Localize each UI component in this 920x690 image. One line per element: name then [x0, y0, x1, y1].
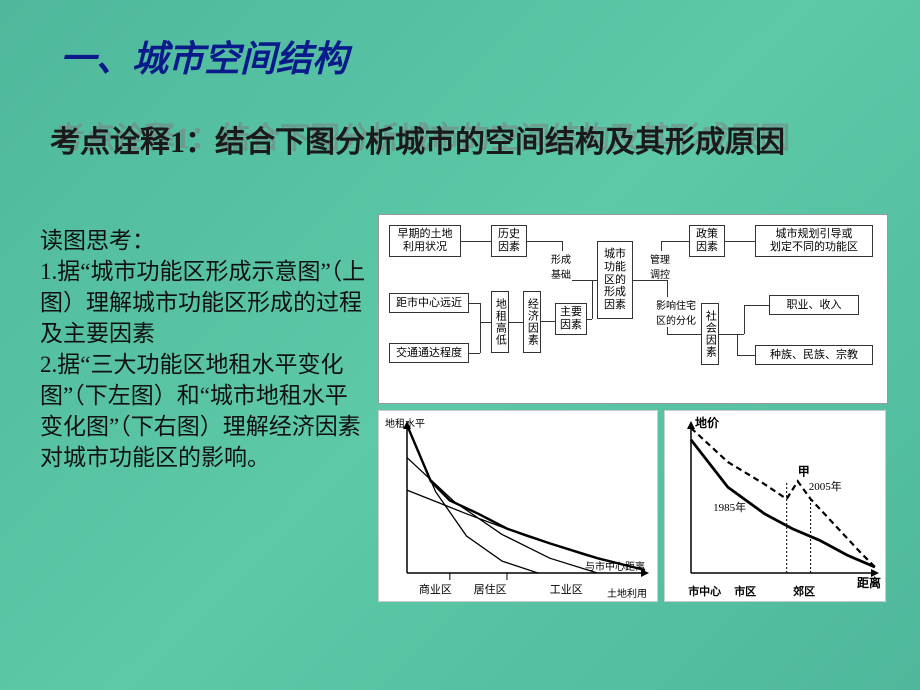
- flow-edge: [480, 322, 491, 323]
- flow-edge: [737, 355, 755, 356]
- flow-edge: [480, 303, 481, 322]
- flow-edge: [541, 321, 555, 322]
- flow-box-b6: 距市中心远近: [389, 293, 469, 313]
- svg-text:市中心: 市中心: [688, 584, 721, 598]
- flow-box-b10: 交通通达程度: [389, 343, 469, 363]
- flow-box-b1: 早期的土地利用状况: [389, 225, 461, 257]
- flow-box-b9: 主要因素: [555, 303, 587, 335]
- svg-text:甲: 甲: [798, 464, 810, 478]
- svg-text:1985年: 1985年: [713, 500, 746, 514]
- body-line: 2.据“三大功能区地租水平变化图”（下左图）和“城市地租水平变化图”（下右图）理…: [40, 352, 361, 470]
- flow-box-b12: 职业、收入: [769, 295, 859, 315]
- flow-box-b3: 城市功能区的形成因素: [597, 241, 633, 319]
- flow-box-b8: 经济因素: [523, 291, 541, 353]
- flow-edge: [725, 241, 755, 242]
- flow-box-b2: 历史因素: [491, 225, 527, 257]
- flow-edge: [633, 280, 667, 281]
- flow-box-b7: 地租高低: [491, 291, 509, 353]
- flow-edge: [469, 353, 480, 354]
- flow-box-b11: 社会因素: [701, 303, 719, 365]
- figures-panel: 早期的土地利用状况历史因素城市功能区的形成因素 政策因素城市规划引导或划定不同的功…: [378, 214, 888, 602]
- svg-text:商业区: 商业区: [419, 582, 452, 596]
- svg-text:居住区: 居住区: [474, 582, 507, 596]
- flow-edge: [667, 334, 701, 335]
- svg-text:工业区: 工业区: [550, 583, 583, 596]
- main-title: 一、城市空间结构: [60, 30, 348, 82]
- body-text: 读图思考： 1.据“城市功能区形成示意图”（上图）理解城市功能区形成的过程及主要因…: [40, 225, 370, 473]
- flow-edge: [744, 305, 745, 334]
- flow-edge-label: 形成基础: [550, 251, 572, 281]
- body-line: 读图思考：: [40, 228, 155, 253]
- flow-edge: [527, 241, 562, 242]
- flowchart-diagram: 早期的土地利用状况历史因素城市功能区的形成因素 政策因素城市规划引导或划定不同的功…: [378, 214, 888, 404]
- flow-edge: [509, 322, 523, 323]
- flow-box-b13: 种族、民族、宗教: [755, 345, 873, 365]
- land-price-chart: 甲 1985年 2005年 地价距离市中心市区 郊区: [664, 410, 886, 602]
- flow-edge: [592, 280, 597, 281]
- flow-edge: [744, 305, 769, 306]
- flow-edge: [469, 303, 480, 304]
- svg-text:市区: 市区: [734, 584, 756, 598]
- svg-text:2005年: 2005年: [809, 479, 842, 493]
- flow-edge-label: 管理调控: [649, 251, 671, 281]
- svg-text:郊区: 郊区: [793, 584, 815, 598]
- subtitle: 考点诠释1：结合下图分析城市的空间结构及其形成原因: [50, 122, 870, 164]
- svg-text:土地利用: 土地利用: [607, 587, 647, 600]
- flow-edge: [480, 322, 481, 353]
- flow-edge: [592, 280, 593, 319]
- flow-edge: [737, 334, 738, 355]
- svg-text:地租水平: 地租水平: [385, 417, 425, 430]
- flow-box-b4: 政策因素: [689, 225, 725, 257]
- svg-text:与市中心距离: 与市中心距离: [585, 560, 645, 573]
- flow-edge: [587, 319, 592, 320]
- flow-box-b5: 城市规划引导或划定不同的功能区: [755, 225, 873, 257]
- svg-text:地价: 地价: [695, 415, 720, 430]
- flow-edge: [461, 241, 491, 242]
- svg-text:距离: 距离: [857, 575, 881, 590]
- flow-edge-label: 影响住宅区的分化: [655, 297, 697, 327]
- flow-edge: [661, 241, 689, 242]
- flow-edge: [719, 334, 737, 335]
- body-line: 1.据“城市功能区形成示意图”（上图）理解城市功能区形成的过程及主要因素: [40, 259, 365, 346]
- rent-zones-chart: 地租水平与市中心距离土地利用 商业区 居住区 工业区: [378, 410, 658, 602]
